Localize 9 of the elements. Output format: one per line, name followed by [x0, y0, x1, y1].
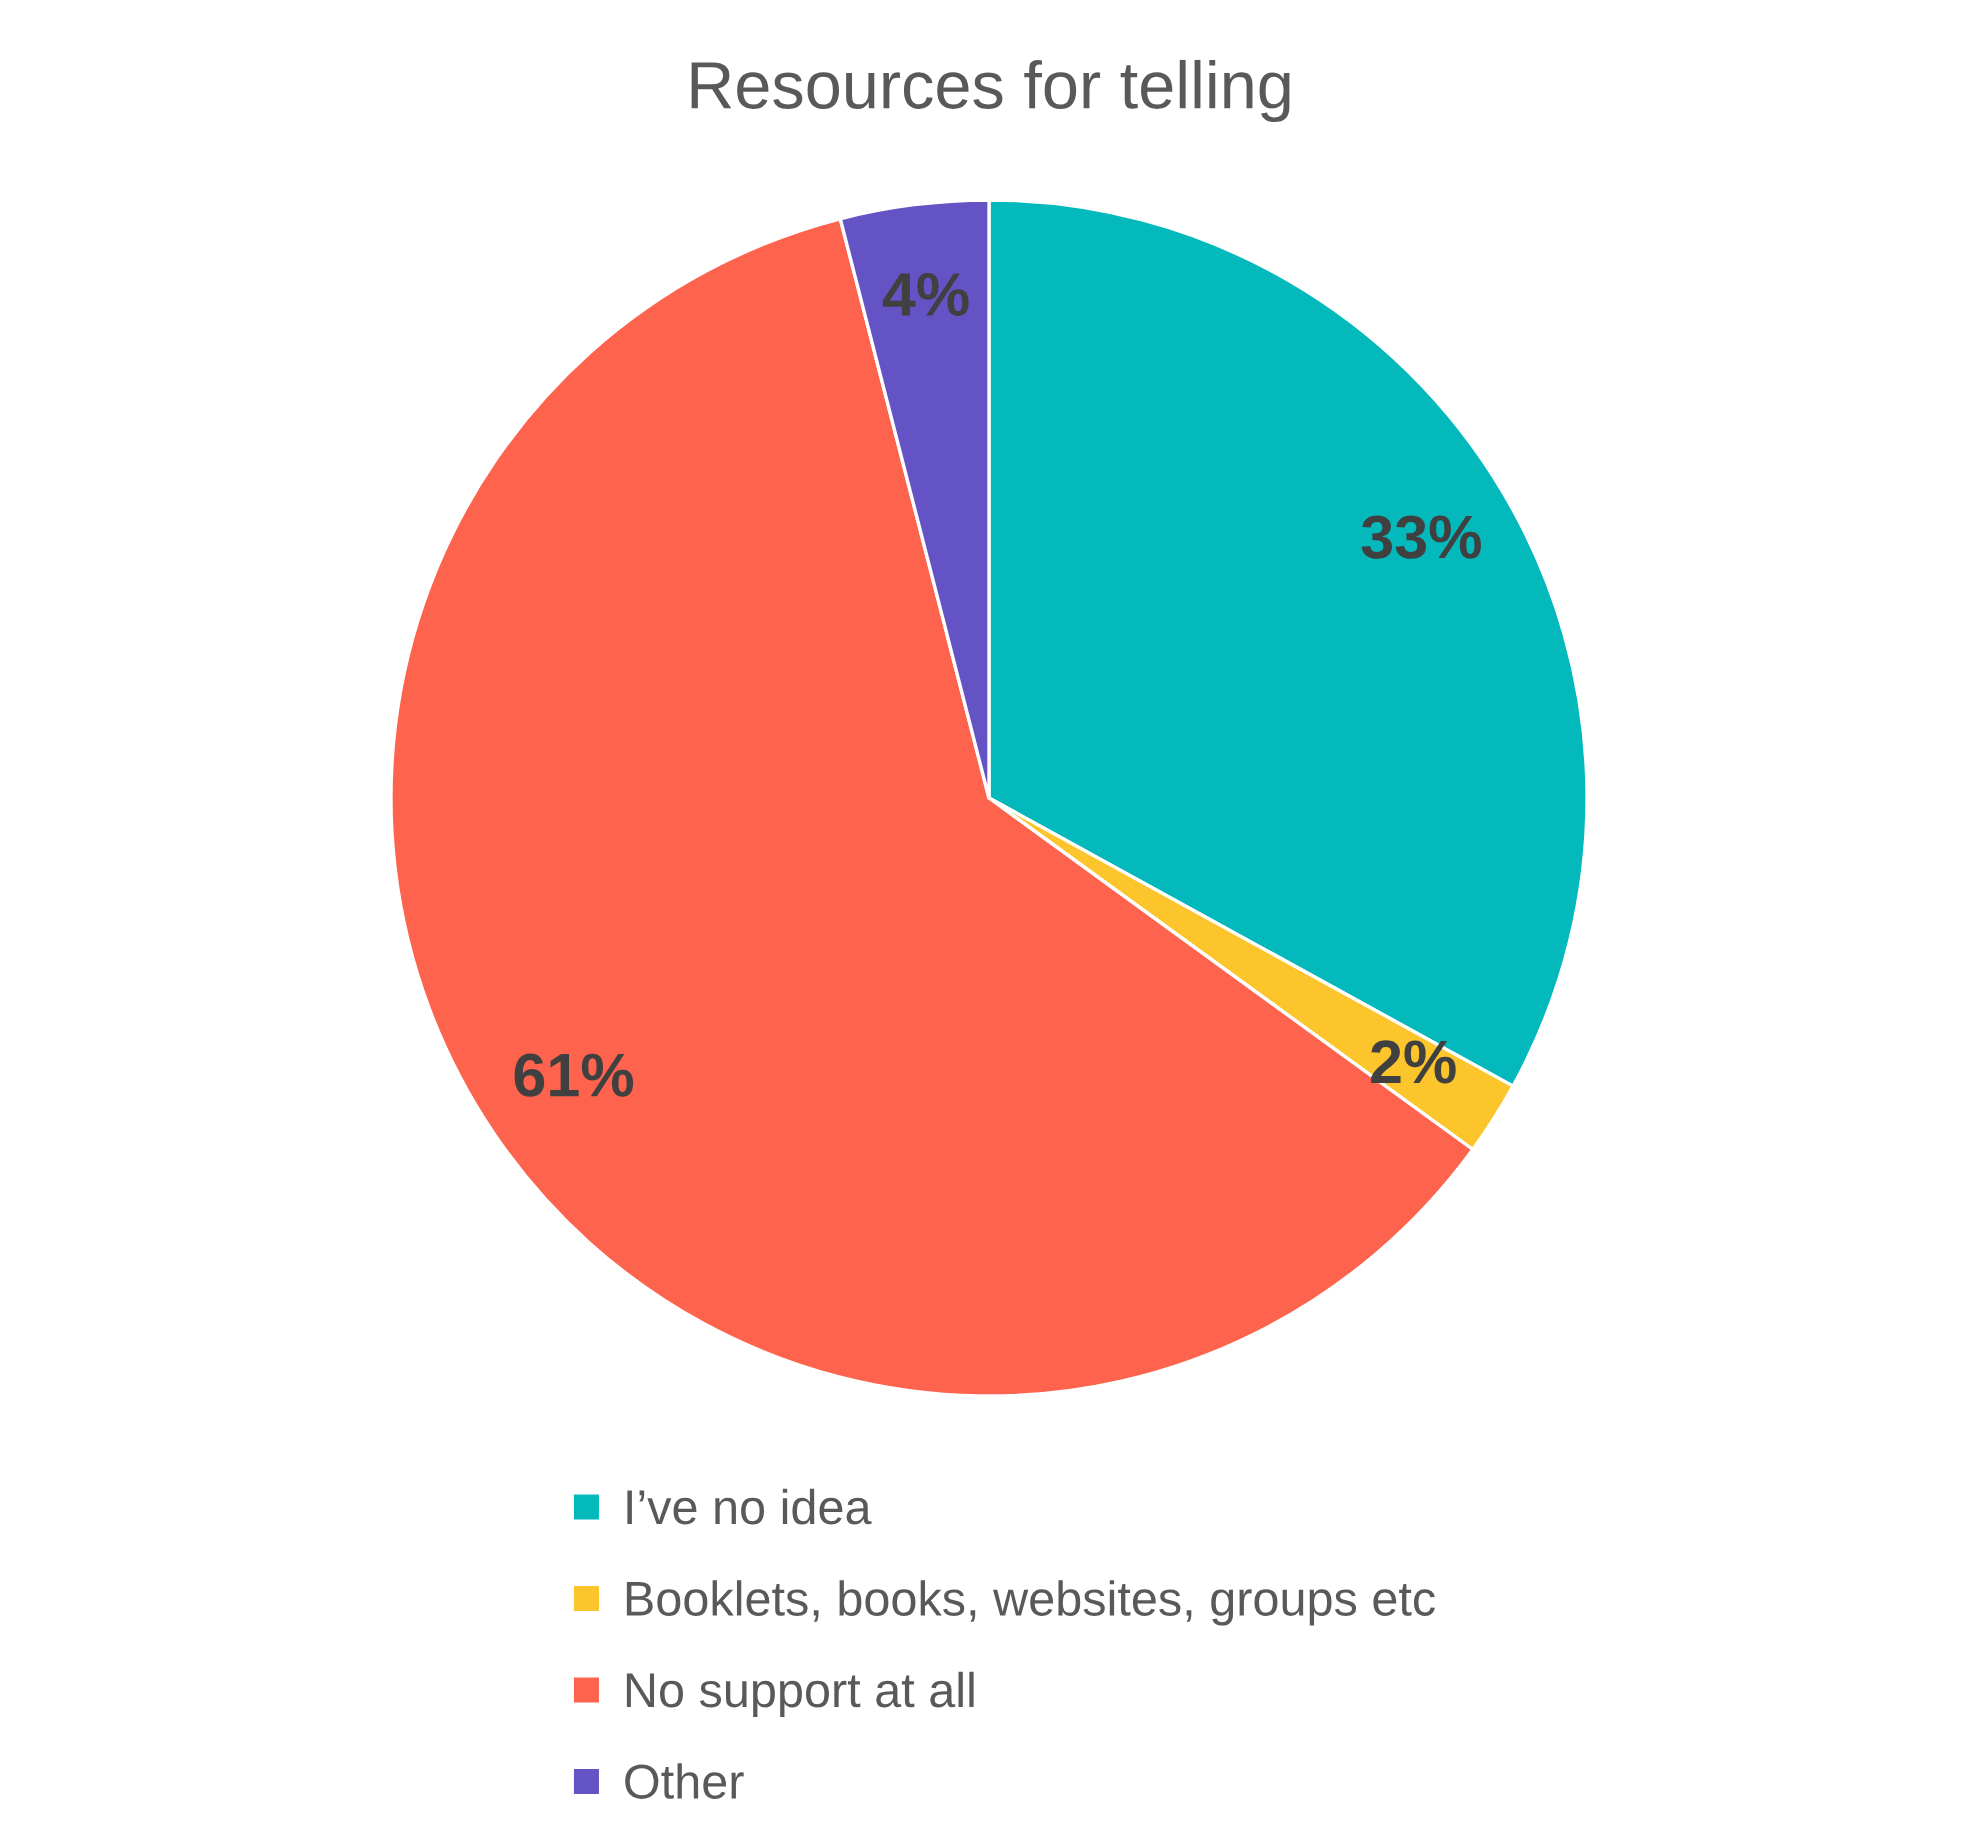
legend-label: Booklets, books, websites, groups etc — [626, 1580, 1435, 1626]
data-label: 33% — [1361, 515, 1481, 559]
chart-title: Resources for telling — [691, 59, 1290, 123]
legend-label: Other — [625, 1763, 744, 1799]
legend-label: I’ve no idea — [627, 1488, 872, 1525]
data-label: 61% — [514, 1053, 634, 1097]
legend-label: No support at all — [626, 1671, 974, 1718]
data-label: 2% — [1371, 1040, 1456, 1084]
data-label: 4% — [882, 272, 969, 316]
